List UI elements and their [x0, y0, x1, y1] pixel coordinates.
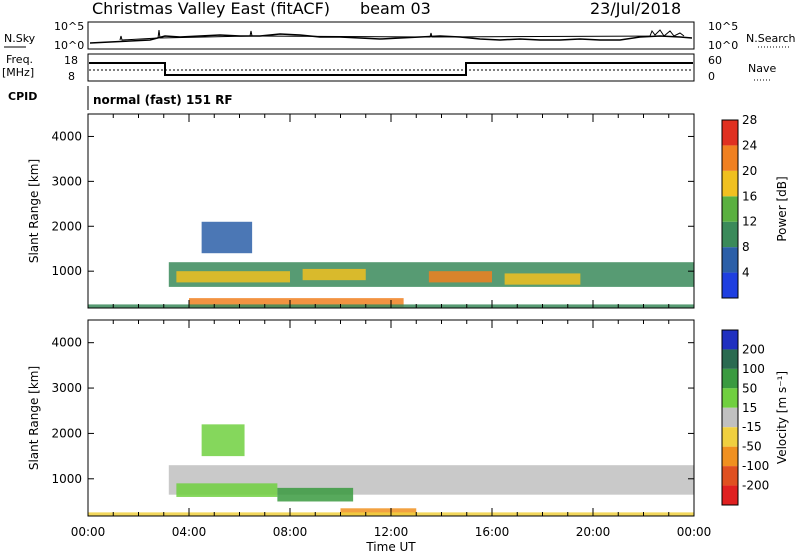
data-band [201, 424, 245, 457]
data-band [189, 298, 404, 308]
colorbar-tick-label: -15 [742, 420, 762, 434]
colorbar-swatch [722, 272, 738, 298]
data-band [277, 487, 354, 502]
data-band [340, 508, 417, 516]
freq-unit: [MHz] [2, 66, 34, 79]
colorbar-tick-label: 20 [742, 164, 757, 178]
time-axis: 00:00 04:00 08:00 12:00 16:00 20:00 00:00 [71, 525, 712, 539]
x-tick-label: 00:00 [71, 525, 106, 539]
x-tick-label: 04:00 [172, 525, 207, 539]
x-tick-label: 08:00 [273, 525, 308, 539]
colorbar-tick-label: 50 [742, 381, 757, 395]
colorbar-tick-label: -50 [742, 440, 762, 454]
colorbar-swatch [722, 446, 738, 467]
x-tick-label: 16:00 [475, 525, 510, 539]
colorbar-tick-label: 15 [742, 401, 757, 415]
freq-label: Freq. [6, 53, 33, 66]
cpid-value: normal (fast) 151 RF [93, 93, 233, 107]
data-band [176, 483, 278, 497]
cpid-label: CPID [8, 90, 37, 103]
colorbar-swatch [722, 407, 738, 428]
y-axis-label: Slant Range [km] [27, 159, 41, 263]
x-tick-label: 20:00 [576, 525, 611, 539]
colorbar-label: Velocity [m s⁻¹] [775, 371, 789, 464]
freq-panel-frame [87, 53, 695, 82]
x-tick-label: 12:00 [374, 525, 409, 539]
data-band [201, 221, 253, 254]
colorbar-swatch [722, 427, 738, 447]
colorbar-label: Power [dB] [775, 176, 789, 241]
nave-tick-top: 60 [708, 54, 722, 67]
colorbar-swatch [722, 368, 738, 389]
station-title: Christmas Valley East (fitACF) [92, 0, 330, 18]
colorbar-tick-label: 24 [742, 138, 757, 152]
x-tick-label: 00:00 [677, 525, 712, 539]
colorbar-tick-label: 12 [742, 215, 757, 229]
colorbar-swatch [722, 485, 738, 505]
y-tick-label: 4000 [51, 129, 82, 143]
colorbar-tick-label: 16 [742, 189, 757, 203]
nsky-trace [89, 33, 693, 44]
colorbar-swatch [722, 196, 738, 222]
freq-tick-bottom: 8 [68, 70, 75, 83]
colorbar-swatch [722, 330, 738, 350]
y-tick-label: 1000 [51, 472, 82, 486]
nsky-tick-top: 10^5 [54, 20, 84, 33]
panel-velocity: 1000 2000 3000 4000 Slant Range [km] 200 100 50… [27, 319, 789, 517]
colorbar-swatch [722, 466, 738, 486]
colorbar-tick-label: 200 [742, 342, 765, 356]
nsky-noise-trace [119, 29, 685, 41]
freq-tick-top: 18 [64, 54, 78, 67]
colorbar-swatch [722, 170, 738, 197]
colorbar-swatch [722, 388, 738, 408]
freq-trace [89, 62, 693, 76]
date-label: 23/Jul/2018 [590, 0, 681, 18]
nave-label: Nave [748, 62, 776, 75]
nave-tick-bottom: 0 [708, 70, 715, 83]
colorbar-tick-label: 8 [742, 240, 750, 254]
y-tick-label: 1000 [51, 264, 82, 278]
y-tick-label: 4000 [51, 336, 82, 350]
y-axis-label: Slant Range [km] [27, 366, 41, 470]
y-tick-label: 2000 [51, 219, 82, 233]
time-axis-label: Time UT [365, 540, 416, 554]
colorbar-swatch [722, 145, 738, 171]
panel-power: 1000 2000 3000 4000 Slant Range [km] 4 8 12 16 20… [27, 113, 789, 309]
colorbar-tick-label: 28 [742, 113, 757, 127]
nsearch-tick-top: 10^5 [708, 20, 738, 33]
colorbar-tick-label: -200 [742, 479, 769, 493]
nsearch-label: N.Search [746, 32, 796, 45]
nsky-tick-bottom: 10^0 [54, 39, 84, 52]
colorbar-tick-label: -100 [742, 459, 769, 473]
beam-label: beam 03 [360, 0, 431, 18]
colorbar-tick-label: 100 [742, 362, 765, 376]
colorbar-frame [721, 329, 739, 506]
range-time-panels: 1000 2000 3000 4000 Slant Range [km] 4 8 12 16 20… [27, 113, 789, 517]
y-tick-label: 2000 [51, 426, 82, 440]
colorbar-swatch [722, 349, 738, 369]
data-band [504, 273, 581, 285]
colorbar-swatch [722, 120, 738, 146]
nsky-panel-frame [87, 21, 695, 50]
nsearch-tick-bottom: 10^0 [708, 39, 738, 52]
colorbar-tick-label: 4 [742, 266, 750, 280]
colorbar-swatch [722, 247, 738, 273]
y-tick-label: 3000 [51, 381, 82, 395]
data-band [428, 271, 492, 283]
nsky-label: N.Sky [4, 32, 36, 45]
colorbar-frame [721, 119, 739, 299]
colorbar-swatch [722, 221, 738, 248]
y-tick-label: 3000 [51, 174, 82, 188]
data-band [176, 271, 290, 283]
data-band [302, 268, 366, 281]
